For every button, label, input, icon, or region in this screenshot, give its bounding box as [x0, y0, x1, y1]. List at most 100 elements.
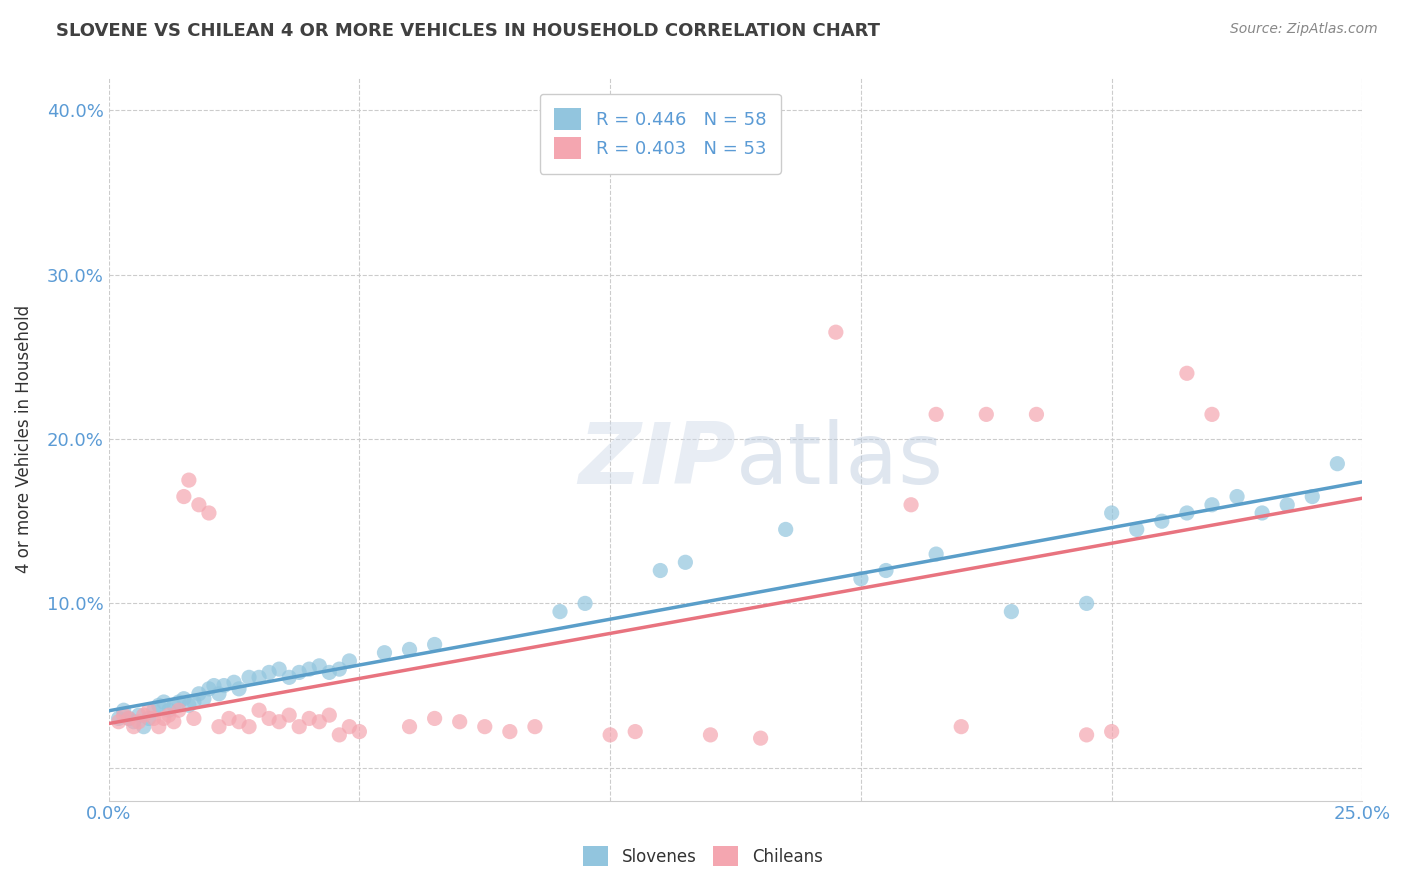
Point [1301, 490, 1323, 504]
Point [163, 698, 186, 713]
Point [523, 720, 546, 734]
Point [308, 714, 330, 729]
Point [157, 708, 180, 723]
Point [278, 670, 301, 684]
Point [1101, 506, 1123, 520]
Point [474, 720, 496, 734]
Text: ZIP: ZIP [578, 419, 735, 502]
Point [288, 720, 311, 734]
Point [423, 711, 446, 725]
Point [1277, 498, 1299, 512]
Point [208, 687, 231, 701]
Point [247, 703, 270, 717]
Point [218, 711, 240, 725]
Point [152, 695, 174, 709]
Point [318, 708, 340, 723]
Point [699, 728, 721, 742]
Point [132, 708, 155, 723]
Legend: Slovenes, Chileans: Slovenes, Chileans [575, 838, 831, 875]
Point [900, 498, 922, 512]
Point [328, 728, 350, 742]
Point [373, 646, 395, 660]
Point [1175, 506, 1198, 520]
Point [298, 662, 321, 676]
Point [298, 711, 321, 725]
Point [118, 711, 141, 725]
Point [1150, 514, 1173, 528]
Point [337, 654, 360, 668]
Point [208, 720, 231, 734]
Point [187, 498, 209, 512]
Point [163, 714, 186, 729]
Point [925, 547, 948, 561]
Point [398, 642, 420, 657]
Point [624, 724, 647, 739]
Point [122, 714, 145, 729]
Point [974, 408, 997, 422]
Point [148, 698, 170, 713]
Point [925, 408, 948, 422]
Point [142, 711, 165, 725]
Point [824, 325, 846, 339]
Point [212, 679, 235, 693]
Point [238, 670, 260, 684]
Point [112, 703, 135, 717]
Point [1201, 408, 1223, 422]
Point [138, 703, 160, 717]
Point [1251, 506, 1274, 520]
Point [449, 714, 471, 729]
Point [269, 662, 291, 676]
Point [673, 555, 696, 569]
Point [157, 703, 180, 717]
Point [107, 714, 129, 729]
Point [257, 665, 280, 680]
Text: Source: ZipAtlas.com: Source: ZipAtlas.com [1230, 22, 1378, 37]
Y-axis label: 4 or more Vehicles in Household: 4 or more Vehicles in Household [15, 305, 32, 573]
Point [349, 724, 371, 739]
Point [574, 596, 596, 610]
Point [950, 720, 973, 734]
Point [875, 564, 897, 578]
Point [107, 711, 129, 725]
Point [138, 711, 160, 725]
Point [122, 720, 145, 734]
Point [257, 711, 280, 725]
Point [167, 703, 190, 717]
Point [228, 681, 250, 696]
Point [318, 665, 340, 680]
Point [132, 720, 155, 734]
Point [278, 708, 301, 723]
Point [499, 724, 522, 739]
Point [1000, 605, 1022, 619]
Point [308, 658, 330, 673]
Point [1226, 490, 1249, 504]
Point [849, 572, 872, 586]
Point [167, 695, 190, 709]
Point [128, 708, 150, 723]
Point [650, 564, 672, 578]
Point [269, 714, 291, 729]
Point [288, 665, 311, 680]
Point [112, 708, 135, 723]
Point [1326, 457, 1348, 471]
Point [183, 695, 205, 709]
Point [599, 728, 621, 742]
Point [548, 605, 571, 619]
Point [1175, 366, 1198, 380]
Point [183, 711, 205, 725]
Point [177, 473, 200, 487]
Point [1076, 596, 1098, 610]
Point [1126, 523, 1149, 537]
Point [193, 691, 215, 706]
Legend: R = 0.446   N = 58, R = 0.403   N = 53: R = 0.446 N = 58, R = 0.403 N = 53 [540, 94, 780, 174]
Point [173, 691, 195, 706]
Point [128, 714, 150, 729]
Point [177, 698, 200, 713]
Point [1076, 728, 1098, 742]
Point [118, 711, 141, 725]
Point [173, 490, 195, 504]
Point [398, 720, 420, 734]
Point [238, 720, 260, 734]
Point [1025, 408, 1047, 422]
Point [423, 638, 446, 652]
